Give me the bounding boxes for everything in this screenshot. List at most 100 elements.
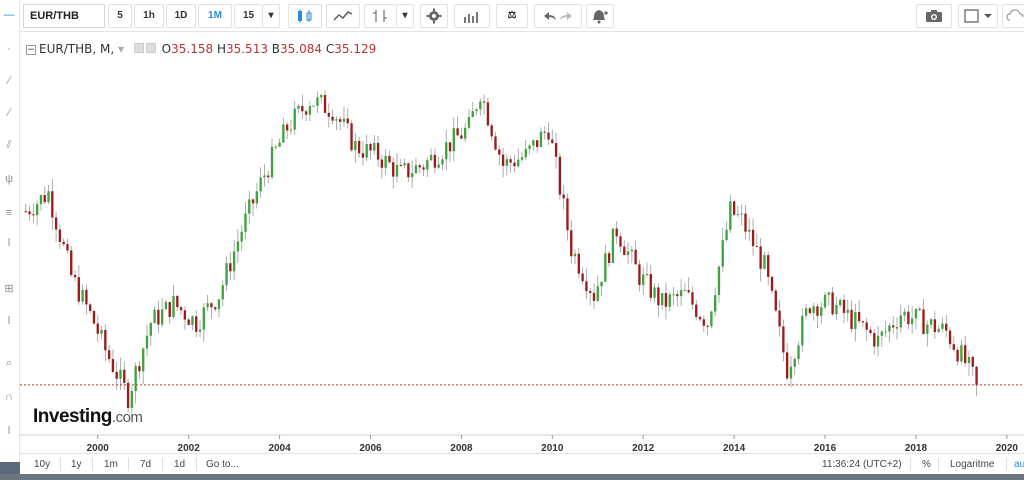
crosshair-tool-icon[interactable]: — bbox=[3, 9, 15, 21]
candle-body bbox=[172, 295, 175, 318]
settings-gear-icon[interactable] bbox=[420, 4, 448, 28]
candle-body bbox=[426, 160, 429, 170]
candle-body bbox=[392, 162, 395, 177]
channel-tool-icon[interactable]: ⫽ bbox=[6, 139, 12, 151]
goto-date-button[interactable]: Go to... bbox=[206, 459, 239, 470]
candle-body bbox=[888, 325, 891, 332]
fib-tool-icon[interactable]: ≡ bbox=[5, 207, 13, 219]
candle-body bbox=[380, 159, 384, 168]
candle-body bbox=[176, 295, 179, 308]
range-10y-button[interactable]: 10y bbox=[34, 459, 51, 470]
candle-body bbox=[210, 303, 213, 308]
undo-redo-button[interactable] bbox=[534, 4, 582, 28]
candlestick-chart[interactable]: 2000 2002 2004 2006 2008 2010 2012 2014 2016 2018… bbox=[20, 33, 1024, 453]
candle-style-button[interactable] bbox=[288, 4, 322, 28]
candle-body bbox=[96, 323, 99, 334]
candle-body bbox=[482, 101, 486, 103]
candle-body bbox=[547, 132, 550, 140]
candle-body bbox=[361, 153, 365, 158]
range-1d-button[interactable]: 1d bbox=[174, 459, 186, 470]
magnet-tool-icon[interactable]: ∩ bbox=[5, 391, 13, 403]
candle-body bbox=[691, 292, 694, 305]
candle-body bbox=[142, 348, 145, 372]
lock-tool-icon[interactable]: ǀ bbox=[7, 425, 11, 437]
candle-body bbox=[717, 266, 721, 296]
high-label: H bbox=[216, 42, 226, 56]
candle-body bbox=[81, 289, 84, 302]
candle-body bbox=[653, 287, 656, 298]
interval-15-button[interactable]: 15 bbox=[234, 4, 262, 28]
candle-body bbox=[857, 312, 861, 322]
range-1m-button[interactable]: 1m bbox=[104, 459, 118, 470]
candle-body bbox=[729, 201, 732, 230]
range-1y-button[interactable]: 1y bbox=[71, 459, 82, 470]
candle-body bbox=[214, 307, 217, 310]
cloud-save-icon[interactable] bbox=[1002, 4, 1024, 28]
percent-scale-toggle[interactable]: % bbox=[922, 459, 931, 470]
candle-body bbox=[339, 119, 342, 122]
legend-settings-icon[interactable] bbox=[145, 43, 156, 53]
candle-body bbox=[320, 95, 323, 98]
indicators-button[interactable] bbox=[326, 4, 360, 28]
candle-body bbox=[312, 105, 315, 107]
pattern-tool-icon[interactable]: ⊞ bbox=[4, 283, 14, 295]
candle-body bbox=[740, 213, 743, 215]
divider bbox=[60, 458, 61, 471]
chart-pane[interactable]: 2000 2002 2004 2006 2008 2010 2012 2014 2016 2018… bbox=[20, 33, 1024, 453]
candle-body bbox=[301, 105, 304, 112]
candle-body bbox=[221, 285, 224, 300]
low-label: B bbox=[271, 42, 281, 56]
range-7d-button[interactable]: 7d bbox=[140, 459, 152, 470]
clock-timezone[interactable]: 11:36:24 (UTC+2) bbox=[822, 459, 902, 470]
candle-body bbox=[123, 369, 126, 383]
candle-body bbox=[611, 228, 615, 263]
compare-dropdown-icon[interactable]: ▾ bbox=[396, 4, 414, 28]
compare-button[interactable] bbox=[364, 4, 396, 28]
legend-collapse-icon[interactable]: − bbox=[26, 45, 36, 55]
candle-body bbox=[975, 366, 978, 385]
candle-body bbox=[297, 105, 300, 109]
balance-scale-icon[interactable]: ⚖ bbox=[496, 4, 528, 28]
candle-body bbox=[323, 95, 327, 113]
interval-dropdown-icon[interactable]: ▾ bbox=[262, 4, 280, 28]
candle-body bbox=[679, 290, 683, 297]
candle-body bbox=[797, 345, 800, 360]
candle-body bbox=[274, 146, 277, 148]
symbol-search-input[interactable]: EUR/THB bbox=[23, 4, 105, 28]
interval-5-button[interactable]: 5 bbox=[108, 4, 132, 28]
trend-line-tool-icon[interactable]: ∕ bbox=[8, 75, 10, 87]
candle-body bbox=[51, 191, 54, 218]
candle-body bbox=[759, 246, 762, 269]
candle-body bbox=[642, 274, 645, 285]
log-scale-toggle[interactable]: Logaritme bbox=[950, 459, 995, 470]
brush-tool-icon[interactable]: ǀ bbox=[7, 237, 11, 249]
candle-body bbox=[929, 319, 933, 325]
candle-body bbox=[445, 142, 448, 160]
candle-body bbox=[282, 124, 285, 143]
screenshot-camera-icon[interactable] bbox=[916, 4, 952, 28]
alert-bell-icon[interactable] bbox=[586, 4, 614, 28]
candle-body bbox=[342, 118, 346, 122]
interval-1h-button[interactable]: 1h bbox=[134, 4, 164, 28]
candle-body bbox=[422, 167, 425, 170]
pitchfork-tool-icon[interactable]: ψ bbox=[5, 173, 13, 185]
auto-scale-toggle[interactable]: au bbox=[1014, 459, 1024, 470]
candle-body bbox=[399, 164, 402, 166]
ray-tool-icon[interactable]: ∕ bbox=[8, 107, 10, 119]
candle-body bbox=[918, 308, 921, 310]
high-value: 35.513 bbox=[225, 42, 268, 56]
candle-body bbox=[47, 191, 50, 203]
x-tick-label: 2016 bbox=[814, 443, 837, 453]
layout-select-button[interactable] bbox=[958, 4, 998, 28]
candle-body bbox=[501, 154, 505, 166]
zoom-tool-icon[interactable]: ⌕ bbox=[5, 357, 13, 369]
measure-tool-icon[interactable]: ǀ bbox=[7, 315, 11, 327]
cursor-tool-icon[interactable]: · bbox=[7, 43, 11, 55]
candle-body bbox=[937, 328, 940, 333]
candle-body bbox=[899, 315, 902, 328]
volume-bars-icon[interactable] bbox=[454, 4, 490, 28]
interval-1m-button[interactable]: 1M bbox=[198, 4, 232, 28]
interval-1d-button[interactable]: 1D bbox=[166, 4, 196, 28]
legend-dropdown-icon[interactable]: ▾ bbox=[117, 42, 124, 56]
legend-hide-icon[interactable] bbox=[133, 43, 144, 53]
